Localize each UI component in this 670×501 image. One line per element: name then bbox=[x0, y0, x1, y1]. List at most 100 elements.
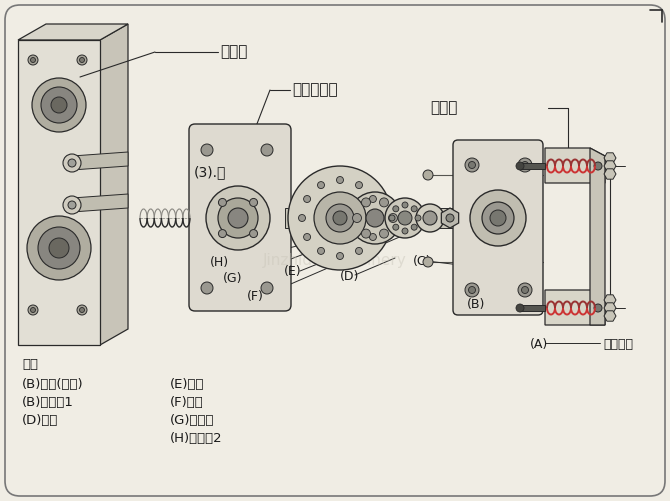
Polygon shape bbox=[604, 153, 616, 163]
Circle shape bbox=[521, 161, 529, 168]
Text: (B): (B) bbox=[467, 298, 485, 311]
Circle shape bbox=[369, 195, 377, 202]
Circle shape bbox=[249, 198, 257, 206]
Circle shape bbox=[304, 233, 311, 240]
Text: (A): (A) bbox=[530, 338, 548, 351]
Polygon shape bbox=[604, 303, 616, 313]
Circle shape bbox=[516, 304, 524, 312]
Circle shape bbox=[63, 196, 81, 214]
Circle shape bbox=[389, 215, 395, 221]
Polygon shape bbox=[72, 152, 128, 170]
Polygon shape bbox=[100, 24, 128, 345]
Circle shape bbox=[299, 214, 306, 221]
Circle shape bbox=[470, 190, 526, 246]
Polygon shape bbox=[545, 148, 605, 183]
Circle shape bbox=[28, 305, 38, 315]
Polygon shape bbox=[72, 194, 128, 212]
Circle shape bbox=[318, 247, 324, 255]
Circle shape bbox=[490, 210, 506, 226]
Text: 螺帽: 螺帽 bbox=[22, 358, 38, 371]
Circle shape bbox=[594, 304, 602, 312]
Circle shape bbox=[465, 283, 479, 297]
Circle shape bbox=[366, 209, 384, 227]
Circle shape bbox=[68, 201, 76, 209]
Polygon shape bbox=[520, 305, 545, 311]
Text: 导位柱: 导位柱 bbox=[220, 44, 247, 59]
Text: (F): (F) bbox=[247, 290, 264, 303]
Text: (B)弹簧(红色): (B)弹簧(红色) bbox=[22, 378, 84, 391]
Circle shape bbox=[446, 214, 454, 222]
Circle shape bbox=[362, 198, 371, 207]
Circle shape bbox=[77, 305, 87, 315]
Circle shape bbox=[402, 228, 408, 234]
Circle shape bbox=[356, 181, 362, 188]
Circle shape bbox=[393, 206, 399, 212]
Circle shape bbox=[80, 58, 84, 63]
Circle shape bbox=[411, 206, 417, 212]
Text: (D)螺丝: (D)螺丝 bbox=[22, 414, 58, 427]
Circle shape bbox=[385, 198, 425, 238]
Text: (G): (G) bbox=[223, 272, 243, 285]
Circle shape bbox=[594, 162, 602, 170]
Circle shape bbox=[80, 308, 84, 313]
Circle shape bbox=[411, 224, 417, 230]
FancyBboxPatch shape bbox=[189, 124, 291, 311]
Circle shape bbox=[326, 204, 354, 232]
Circle shape bbox=[49, 238, 69, 258]
Circle shape bbox=[468, 161, 476, 168]
Circle shape bbox=[423, 211, 437, 225]
Circle shape bbox=[393, 224, 399, 230]
Text: (B)煞车盘1: (B)煞车盘1 bbox=[22, 396, 74, 409]
Polygon shape bbox=[520, 163, 545, 169]
Circle shape bbox=[349, 192, 401, 244]
Circle shape bbox=[398, 211, 412, 225]
Polygon shape bbox=[604, 295, 616, 305]
Circle shape bbox=[201, 144, 213, 156]
Circle shape bbox=[482, 202, 514, 234]
Text: Jinzhide Machinery: Jinzhide Machinery bbox=[263, 253, 407, 268]
Polygon shape bbox=[604, 169, 616, 179]
Circle shape bbox=[516, 162, 524, 170]
Text: (H)煞车盘2: (H)煞车盘2 bbox=[170, 432, 222, 445]
Circle shape bbox=[389, 213, 397, 222]
Circle shape bbox=[468, 287, 476, 294]
Text: 煞车来令片: 煞车来令片 bbox=[292, 82, 338, 97]
FancyBboxPatch shape bbox=[453, 140, 543, 315]
Circle shape bbox=[379, 198, 389, 207]
Circle shape bbox=[32, 78, 86, 132]
Circle shape bbox=[51, 97, 67, 113]
Circle shape bbox=[28, 55, 38, 65]
Text: (H): (H) bbox=[210, 256, 229, 269]
Text: (C): (C) bbox=[413, 255, 431, 268]
Text: (D): (D) bbox=[340, 270, 359, 283]
Circle shape bbox=[41, 87, 77, 123]
Circle shape bbox=[352, 213, 362, 222]
Circle shape bbox=[201, 282, 213, 294]
Circle shape bbox=[218, 198, 226, 206]
Circle shape bbox=[27, 216, 91, 280]
Circle shape bbox=[38, 227, 80, 269]
Circle shape bbox=[375, 214, 381, 221]
Polygon shape bbox=[18, 24, 128, 40]
Polygon shape bbox=[18, 40, 100, 345]
Polygon shape bbox=[604, 161, 616, 171]
Circle shape bbox=[218, 229, 226, 237]
Text: 晋志机械: 晋志机械 bbox=[302, 224, 368, 252]
Circle shape bbox=[314, 192, 366, 244]
Text: (E): (E) bbox=[284, 265, 302, 278]
Circle shape bbox=[218, 198, 258, 238]
Text: 止松螺帽: 止松螺帽 bbox=[603, 338, 633, 351]
Circle shape bbox=[465, 158, 479, 172]
Text: 后护盖: 后护盖 bbox=[430, 100, 458, 115]
Circle shape bbox=[362, 229, 371, 238]
Circle shape bbox=[249, 229, 257, 237]
Circle shape bbox=[336, 176, 344, 183]
Circle shape bbox=[379, 229, 389, 238]
Circle shape bbox=[402, 202, 408, 208]
Circle shape bbox=[423, 257, 433, 267]
Circle shape bbox=[228, 208, 248, 228]
Circle shape bbox=[318, 181, 324, 188]
Circle shape bbox=[423, 170, 433, 180]
Circle shape bbox=[518, 158, 532, 172]
Circle shape bbox=[369, 233, 377, 240]
